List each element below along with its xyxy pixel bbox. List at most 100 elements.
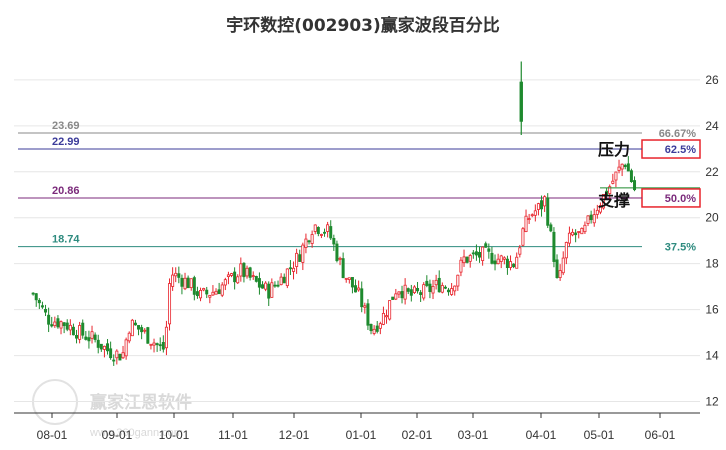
candle-body [431, 286, 435, 294]
candle-body [301, 244, 305, 263]
candle-body [450, 288, 454, 295]
candle-body [143, 329, 147, 332]
candle-body [468, 255, 472, 262]
candle-body [112, 359, 116, 362]
candle-body [577, 231, 581, 233]
candle-body [81, 322, 85, 336]
candle-body [319, 234, 323, 236]
candle-body [465, 256, 469, 263]
candle-body [180, 277, 184, 287]
candle-body [171, 274, 175, 287]
candle-body [586, 215, 590, 224]
candle-body [295, 252, 299, 267]
candle-body [109, 348, 113, 359]
candle-body [397, 291, 401, 295]
candle-body [75, 334, 79, 339]
candle-body [31, 292, 35, 295]
candle-body [453, 285, 457, 292]
candle-body [158, 344, 162, 347]
candle-body [571, 231, 575, 236]
candle-body [140, 327, 144, 333]
candle-body [152, 342, 156, 346]
candle-body [137, 325, 141, 330]
candle-body [146, 327, 150, 344]
candle-body [589, 214, 593, 221]
candle-body [65, 322, 69, 330]
x-tick-label: 02-01 [402, 428, 433, 442]
candle-body [44, 308, 48, 313]
candle-body [338, 257, 342, 260]
candle-body [474, 251, 478, 256]
candle-body [623, 164, 627, 168]
candle-body [490, 252, 494, 264]
candle-body [285, 268, 289, 287]
candle-body [214, 290, 218, 295]
candle-body [549, 224, 553, 232]
candle-body [78, 325, 82, 340]
candle-body [267, 283, 271, 299]
candle-body [481, 246, 485, 261]
candle-body [254, 276, 258, 282]
candle-body [493, 260, 497, 265]
candle-body [524, 215, 528, 232]
candle-body [248, 267, 252, 278]
candle-body [580, 227, 584, 235]
candle-body [223, 279, 227, 286]
candle-body [487, 248, 491, 252]
candle-body [496, 258, 500, 265]
candle-body [440, 285, 444, 293]
candle-body [605, 190, 609, 196]
candle-body [87, 337, 91, 342]
candle-body [177, 273, 181, 278]
x-tick-label: 01-01 [346, 428, 377, 442]
candle-body [236, 276, 240, 284]
candle-body [344, 277, 348, 280]
candle-body [307, 240, 311, 243]
level-price-label: 23.69 [52, 120, 80, 132]
candle-body [323, 231, 327, 234]
candle-body [326, 224, 330, 232]
candle-body [288, 267, 292, 270]
candle-body [521, 228, 525, 246]
x-tick-label: 10-01 [159, 428, 190, 442]
candle-body [378, 323, 382, 329]
candle-body [245, 267, 249, 277]
candle-body [447, 289, 451, 293]
level-pct-label: 50.0% [665, 193, 696, 205]
candle-body [574, 232, 578, 236]
candle-body [192, 277, 196, 295]
x-tick-label: 11-01 [218, 428, 248, 442]
level-pct-label: 37.5% [665, 242, 696, 254]
candle-body [567, 232, 571, 244]
candle-body [332, 238, 336, 245]
candle-body [124, 339, 128, 357]
resistance-label: 压力 [598, 140, 630, 159]
candle-body [515, 256, 519, 269]
support-resistance-levels [18, 132, 642, 248]
y-tick-label: 26 [705, 73, 719, 87]
candle-body [555, 259, 559, 279]
candle-body [527, 218, 531, 221]
candle-body [608, 186, 612, 194]
candle-body [530, 214, 534, 217]
x-tick-label: 06-01 [645, 428, 676, 442]
candle-body [595, 209, 599, 215]
candle-body [174, 272, 178, 277]
candle-body [261, 284, 265, 289]
candle-body [409, 289, 413, 296]
candle-body [499, 255, 503, 262]
candle-body [540, 200, 544, 210]
candle-body [130, 319, 134, 337]
axes: 08-01 09-01 10-01 11-01 12-01 01-01 02-01 03-01… [14, 73, 719, 442]
level-pct-label: 66.67% [659, 128, 697, 140]
candle-body [133, 322, 137, 326]
candle-body [375, 325, 379, 332]
candle-body [360, 288, 364, 308]
level-price-label: 20.86 [52, 185, 80, 197]
candle-body [388, 300, 392, 320]
candle-body [518, 247, 522, 255]
candle-body [428, 283, 432, 292]
candle-body [282, 276, 286, 284]
candle-body [40, 305, 44, 308]
